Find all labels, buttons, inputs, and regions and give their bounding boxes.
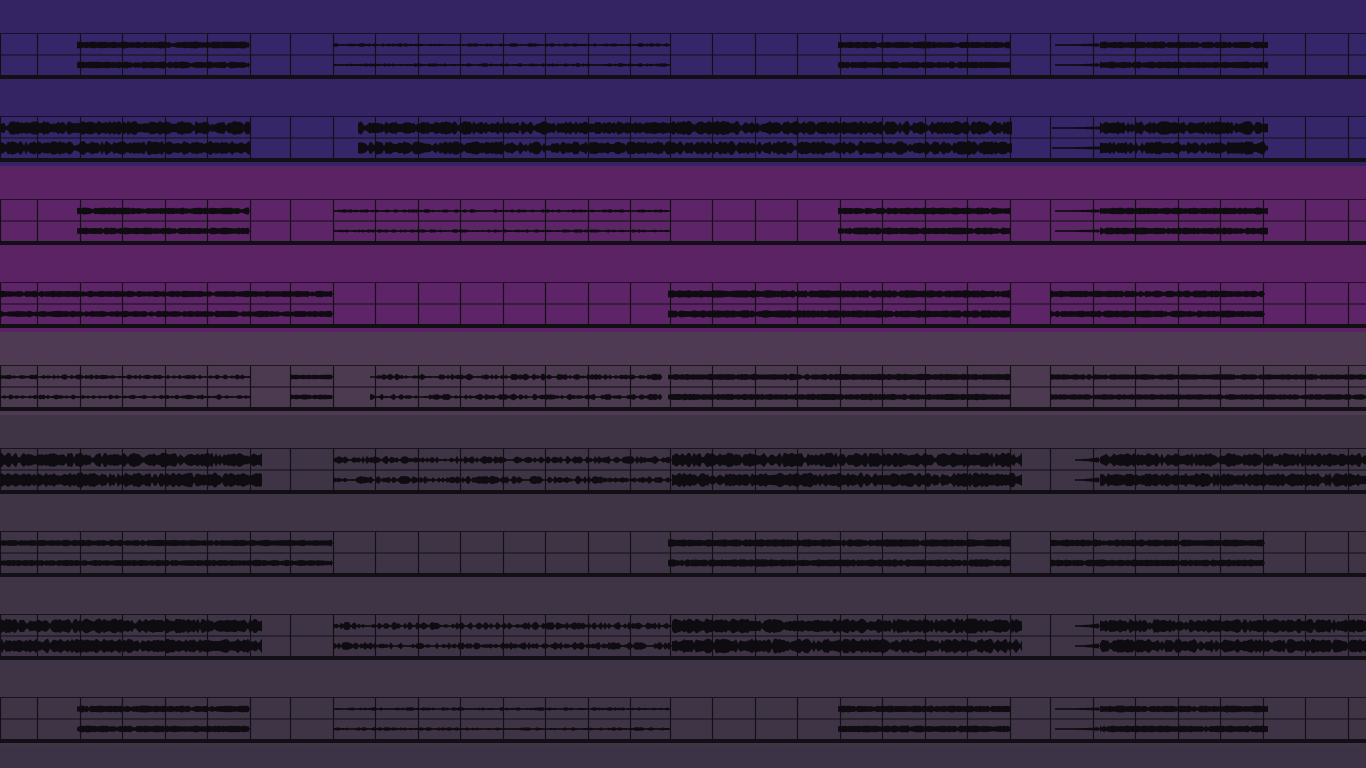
audio-region[interactable] [668,373,1010,401]
grid-lines [0,34,1366,76]
audio-region[interactable] [0,452,262,488]
grid-lines [0,283,1366,325]
audio-region[interactable] [1100,618,1366,654]
track-lane[interactable] [0,282,1366,325]
track-1[interactable] [0,0,1366,83]
waveform-lane[interactable] [0,615,1366,657]
audio-region[interactable] [1100,705,1268,733]
audio-region[interactable] [1055,707,1100,731]
audio-region[interactable] [1075,623,1100,649]
track-9[interactable] [0,664,1366,747]
audio-region[interactable] [1050,374,1366,400]
audio-region[interactable] [1100,121,1268,155]
grid-lines [0,698,1366,740]
track-separator[interactable] [0,656,1366,664]
grid-lines [0,200,1366,242]
audio-region[interactable] [1052,126,1100,150]
audio-region[interactable] [358,121,662,155]
track-separator[interactable] [0,407,1366,415]
track-2[interactable] [0,83,1366,166]
track-separator[interactable] [0,573,1366,581]
track-6[interactable] [0,415,1366,498]
track-lane[interactable] [0,33,1366,76]
waveform-lane[interactable] [0,34,1366,76]
grid-lines [0,366,1366,408]
audio-region[interactable] [333,43,670,67]
track-separator[interactable] [0,739,1366,747]
audio-region[interactable] [0,374,250,400]
waveform-lane[interactable] [0,117,1366,159]
audio-region[interactable] [1055,43,1100,67]
audio-region[interactable] [838,207,1010,235]
waveform-lane[interactable] [0,366,1366,408]
track-header[interactable] [0,498,1366,531]
track-header[interactable] [0,249,1366,282]
audio-region[interactable] [838,41,1010,69]
track-header[interactable] [0,166,1366,199]
audio-region[interactable] [1050,539,1265,567]
waveform-lane[interactable] [0,449,1366,491]
audio-region[interactable] [0,618,262,654]
audio-region[interactable] [0,539,333,567]
track-4[interactable] [0,249,1366,332]
audio-region[interactable] [1055,209,1100,233]
audio-region[interactable] [1100,207,1268,235]
track-lane[interactable] [0,697,1366,740]
track-separator[interactable] [0,490,1366,498]
waveform-lane[interactable] [0,200,1366,242]
track-lane[interactable] [0,116,1366,159]
track-lane[interactable] [0,365,1366,408]
waveform-lane[interactable] [0,698,1366,740]
track-separator[interactable] [0,241,1366,249]
audio-region[interactable] [0,120,250,156]
waveform-lane[interactable] [0,532,1366,574]
audio-region[interactable] [0,290,333,318]
track-separator[interactable] [0,324,1366,332]
track-lane[interactable] [0,448,1366,491]
track-separator[interactable] [0,158,1366,166]
audio-region[interactable] [370,373,662,401]
track-header[interactable] [0,664,1366,697]
track-lane[interactable] [0,199,1366,242]
track-separator[interactable] [0,75,1366,83]
audio-region[interactable] [77,41,250,69]
audio-region[interactable] [1075,457,1100,483]
track-lane[interactable] [0,614,1366,657]
audio-region[interactable] [1050,290,1265,318]
track-5[interactable] [0,332,1366,415]
waveform-lane[interactable] [0,283,1366,325]
audio-region[interactable] [333,621,672,651]
track-header[interactable] [0,0,1366,33]
audio-region[interactable] [1100,452,1366,488]
track-7[interactable] [0,498,1366,581]
track-8[interactable] [0,581,1366,664]
audio-region[interactable] [668,290,1010,318]
audio-region[interactable] [333,209,670,233]
grid-lines [0,532,1366,574]
audio-region[interactable] [668,539,1010,567]
audio-region[interactable] [1100,41,1268,69]
audio-region[interactable] [333,455,672,485]
audio-region[interactable] [333,707,670,731]
audio-region[interactable] [838,705,1010,733]
audio-region[interactable] [672,618,1022,654]
track-header[interactable] [0,415,1366,448]
audio-region[interactable] [290,374,333,400]
audio-region[interactable] [672,452,1022,488]
track-3[interactable] [0,166,1366,249]
track-header[interactable] [0,581,1366,614]
audio-region[interactable] [77,207,250,235]
audio-region[interactable] [662,120,1012,156]
track-lane[interactable] [0,531,1366,574]
track-header[interactable] [0,83,1366,116]
track-header[interactable] [0,332,1366,365]
audio-region[interactable] [77,705,250,733]
